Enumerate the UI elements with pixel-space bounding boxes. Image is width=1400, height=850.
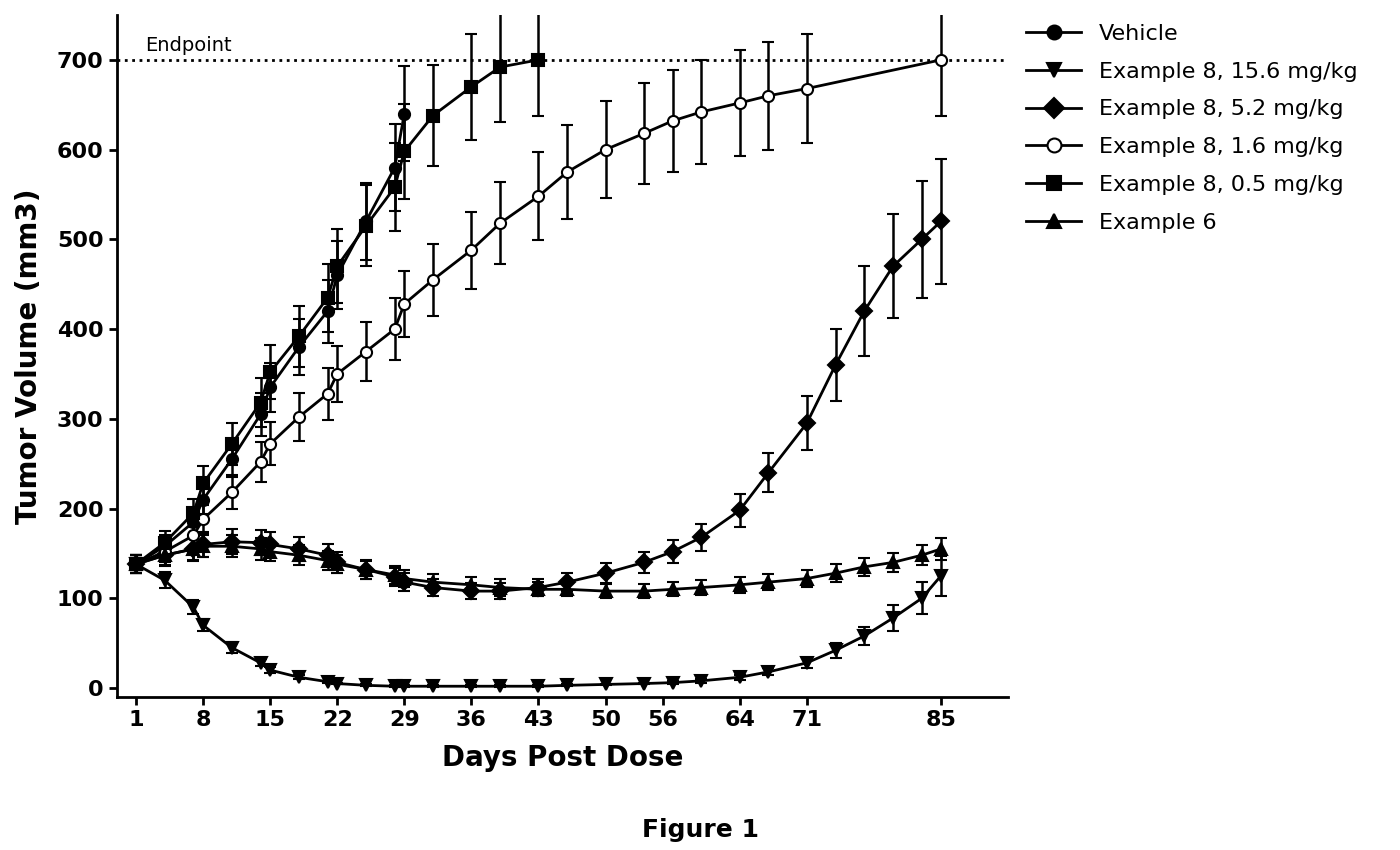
Text: Figure 1: Figure 1: [641, 818, 759, 842]
X-axis label: Days Post Dose: Days Post Dose: [442, 744, 683, 772]
Y-axis label: Tumor Volume (mm3): Tumor Volume (mm3): [15, 188, 43, 524]
Legend: Vehicle, Example 8, 15.6 mg/kg, Example 8, 5.2 mg/kg, Example 8, 1.6 mg/kg, Exam: Vehicle, Example 8, 15.6 mg/kg, Example …: [1016, 15, 1366, 241]
Text: Endpoint: Endpoint: [146, 37, 232, 55]
